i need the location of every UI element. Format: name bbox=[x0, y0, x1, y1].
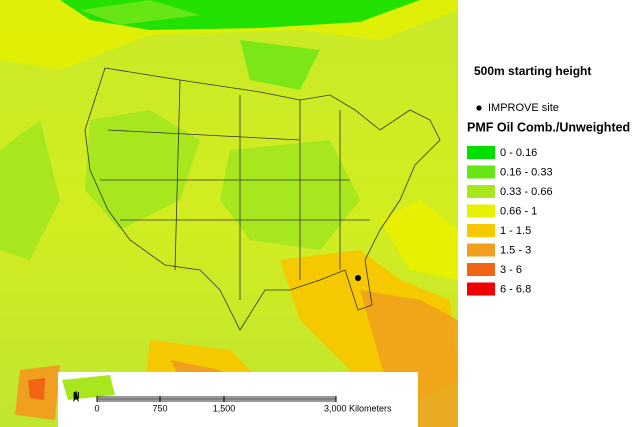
legend-swatch bbox=[467, 243, 495, 257]
legend-title: PMF Oil Comb./Unweighted bbox=[467, 120, 630, 134]
site-legend-dot bbox=[476, 105, 482, 111]
heading: 500m starting height bbox=[474, 64, 591, 78]
north-label: N bbox=[73, 390, 80, 400]
scale-label: 1,500 bbox=[213, 403, 236, 413]
map bbox=[0, 0, 458, 427]
legend-label: 0.16 - 0.33 bbox=[500, 166, 553, 178]
legend-label: 3 - 6 bbox=[500, 264, 522, 276]
legend-swatch bbox=[467, 204, 495, 218]
legend-label: 1.5 - 3 bbox=[500, 244, 531, 256]
legend-label: 0.66 - 1 bbox=[500, 205, 537, 217]
legend-swatch bbox=[467, 165, 495, 179]
site-legend-label: IMPROVE site bbox=[488, 102, 559, 114]
legend-label: 0.33 - 0.66 bbox=[500, 186, 553, 198]
legend-swatch bbox=[467, 146, 495, 159]
north-arrow bbox=[73, 390, 79, 402]
legend-swatch bbox=[467, 263, 495, 276]
scale-box bbox=[58, 372, 418, 427]
legend-swatch bbox=[467, 282, 495, 296]
legend-swatch bbox=[467, 224, 495, 237]
labels: 500m starting height IMPROVE site PMF Oi… bbox=[73, 64, 630, 400]
legend-label: 6 - 6.8 bbox=[500, 283, 531, 295]
scale-label: 750 bbox=[152, 403, 167, 413]
improve-site bbox=[355, 275, 361, 281]
legend-label: 1 - 1.5 bbox=[500, 225, 531, 237]
scale-label: 0 bbox=[94, 403, 99, 413]
legend-swatch bbox=[467, 185, 495, 198]
legend-label: 0 - 0.16 bbox=[500, 147, 537, 159]
scale-label: 3,000 Kilometers bbox=[324, 403, 392, 413]
